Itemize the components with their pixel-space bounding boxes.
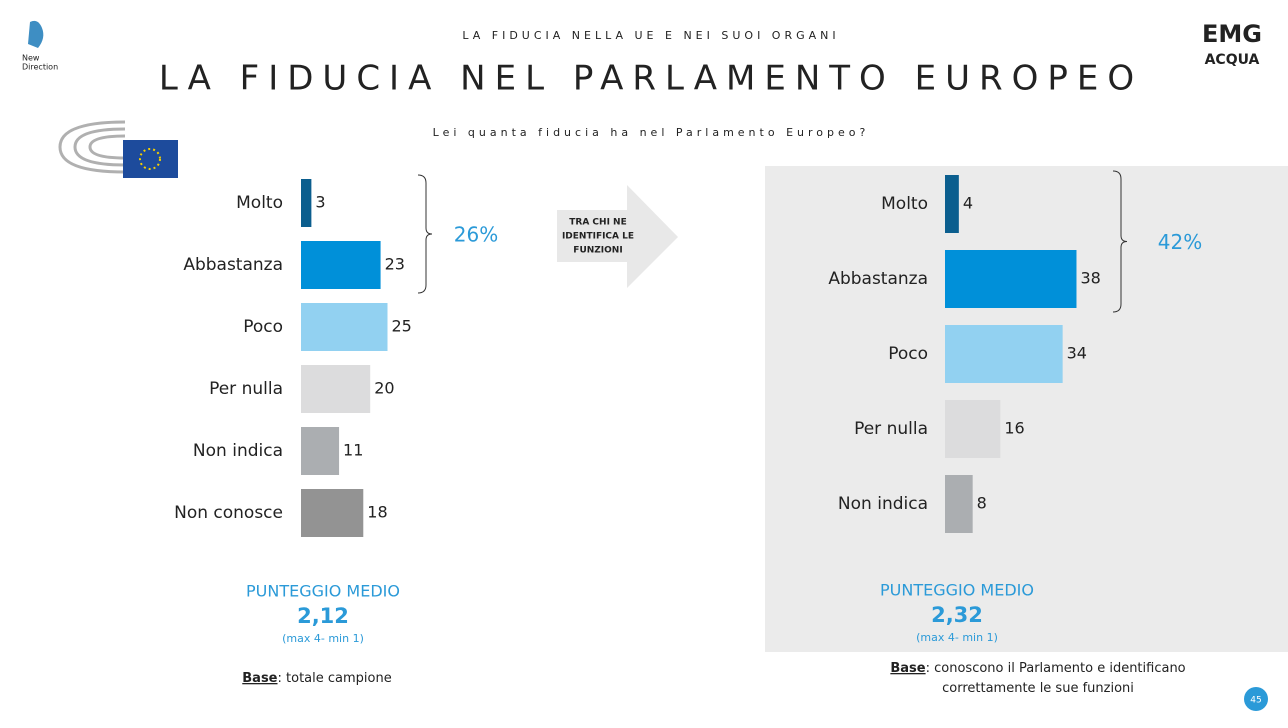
base-note: Base: conoscono il Parlamento e identifi… <box>890 661 1185 676</box>
panel <box>765 166 1288 652</box>
bar <box>301 489 364 537</box>
score-range: (max 4- min 1) <box>916 631 998 644</box>
eu-flag <box>123 140 178 178</box>
page-number: 45 <box>1250 696 1261 706</box>
bracket <box>417 174 433 294</box>
bracket <box>1112 170 1128 313</box>
category-label: Poco <box>243 317 283 337</box>
base-text: correttamente le sue funzioni <box>942 681 1134 696</box>
value-label: 4 <box>963 194 973 213</box>
value-label: 34 <box>1067 344 1087 363</box>
bar <box>945 400 1001 458</box>
value-label: 23 <box>385 255 405 274</box>
page-badge <box>1244 687 1268 711</box>
base-note: correttamente le sue funzioni <box>942 681 1134 696</box>
base-label: Base <box>242 671 277 686</box>
category-label: Molto <box>236 193 283 213</box>
arrow <box>557 185 678 288</box>
bracket-label: 42% <box>1158 230 1202 254</box>
logo-text: EMG <box>1202 20 1262 48</box>
category-label: Poco <box>888 344 928 364</box>
bar <box>301 303 388 351</box>
parliament-icon <box>58 120 126 174</box>
base-note: Base: totale campione <box>242 671 391 686</box>
arrow-text: IDENTIFICA LE <box>562 232 634 242</box>
value-label: 25 <box>392 317 412 336</box>
eu-stars <box>139 148 161 170</box>
bar <box>945 325 1063 383</box>
category-label: Per nulla <box>854 419 928 439</box>
score: 2,32 <box>931 603 983 627</box>
value-label: 20 <box>374 379 394 398</box>
bracket-label: 26% <box>454 223 498 247</box>
logo-mark <box>28 20 44 48</box>
category-label: Abbastanza <box>828 269 928 289</box>
category-label: Non conosce <box>174 503 283 523</box>
bar <box>301 179 312 227</box>
score-title: PUNTEGGIO MEDIO <box>246 582 400 601</box>
value-label: 38 <box>1080 269 1100 288</box>
value-label: 18 <box>367 503 387 522</box>
logo-text: New <box>22 54 40 63</box>
category-label: Abbastanza <box>183 255 283 275</box>
bar <box>945 175 959 233</box>
score: 2,12 <box>297 604 349 628</box>
bar <box>945 250 1077 308</box>
bar <box>301 241 381 289</box>
category-label: Molto <box>881 194 928 214</box>
base-text: : totale campione <box>278 671 392 686</box>
bar <box>301 365 371 413</box>
bar <box>945 475 973 533</box>
value-label: 3 <box>315 193 325 212</box>
value-label: 16 <box>1004 419 1024 438</box>
category-label: Non indica <box>193 441 283 461</box>
kicker: LA FIDUCIA NELLA UE E NEI SUOI ORGANI <box>462 29 839 42</box>
arrow-text: FUNZIONI <box>573 246 622 256</box>
logo-text: Direction <box>22 63 58 72</box>
category-label: Per nulla <box>209 379 283 399</box>
question: Lei quanta fiducia ha nel Parlamento Eur… <box>433 126 870 139</box>
score-range: (max 4- min 1) <box>282 632 364 645</box>
logo-text: ACQUA <box>1205 52 1260 68</box>
arrow-text: TRA CHI NE <box>569 218 626 228</box>
value-label: 8 <box>977 494 987 513</box>
value-label: 11 <box>343 441 363 460</box>
category-label: Non indica <box>838 494 928 514</box>
bar <box>301 427 340 475</box>
score-title: PUNTEGGIO MEDIO <box>880 581 1034 600</box>
base-text: : conoscono il Parlamento e identificano <box>926 661 1186 676</box>
title: LA FIDUCIA NEL PARLAMENTO EUROPEO <box>159 59 1143 99</box>
base-label: Base <box>890 661 925 676</box>
